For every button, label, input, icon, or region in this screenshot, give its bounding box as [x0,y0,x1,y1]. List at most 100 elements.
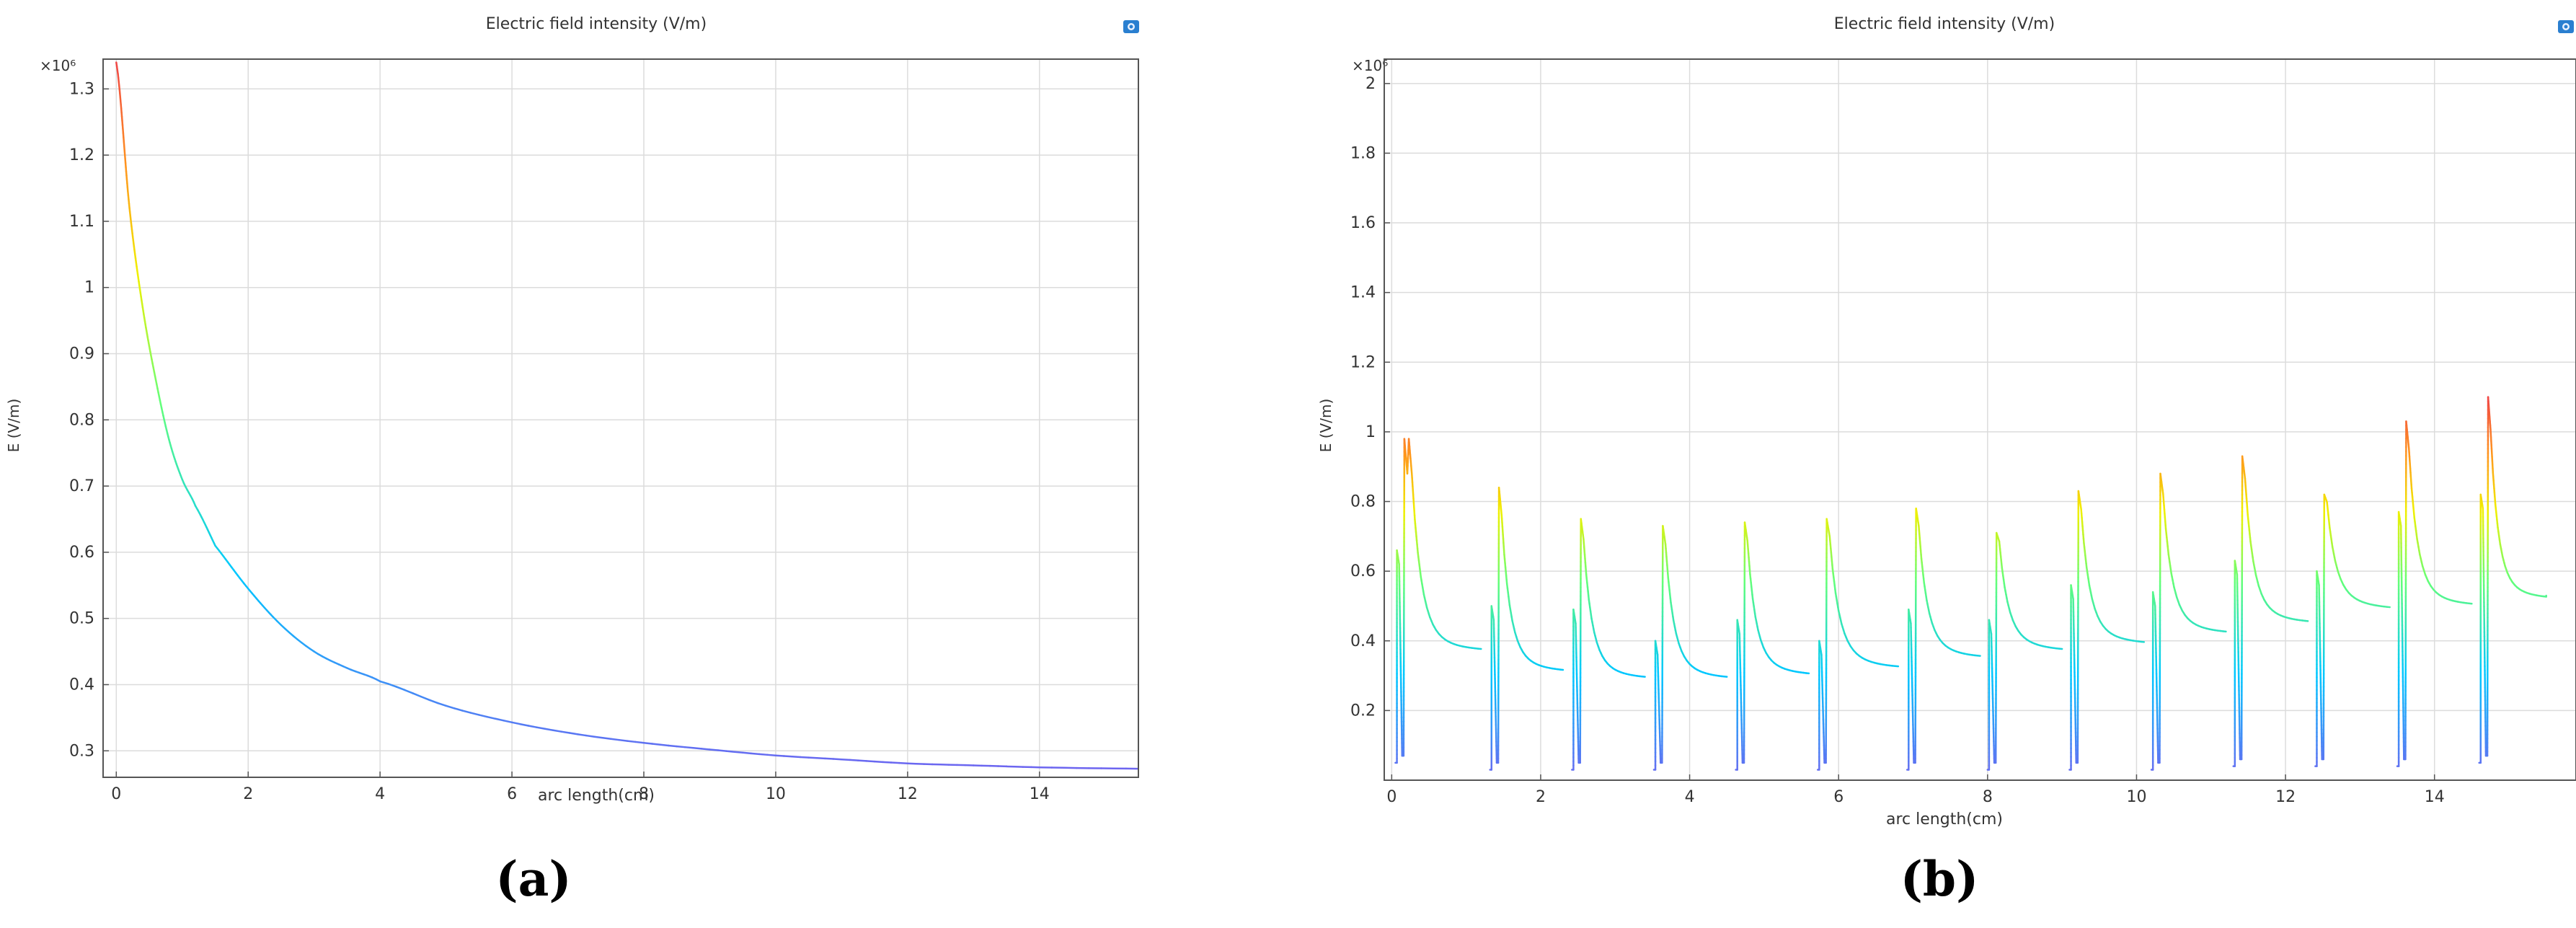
series-line-b-segment [1652,525,1728,771]
line-segment [733,751,744,754]
line-segment [626,740,637,743]
line-segment [486,715,497,720]
x-tick-label: 2 [243,785,253,803]
series-line-b-segment [2150,472,2227,771]
x-tick-label: 8 [1983,788,1993,806]
line-segment [568,732,579,735]
chart-a-xlabel: arc length(cm) [538,787,655,805]
line-segment [841,758,851,761]
line-segment [280,624,286,630]
line-segment [882,761,893,764]
series-line-b-segment [1489,486,1564,771]
x-tick-label: 0 [111,785,121,803]
series-line-b-segment [1571,518,1646,771]
series-line-b-segment [1906,507,1981,771]
y-tick-label: 1.2 [69,146,94,164]
chart-b-xlabel: arc length(cm) [1886,810,2003,828]
line-segment [453,707,464,712]
line-segment [700,748,711,751]
line-segment [379,680,389,685]
series-line-b-segment [2232,455,2309,767]
line-segment [659,743,670,747]
chart-b-title: Electric field intensity (V/m) [1834,15,2055,33]
line-segment [284,627,291,634]
y-tick-label: 0.7 [69,477,94,495]
line-segment [849,759,859,761]
line-segment [428,699,439,704]
x-tick-label: 10 [766,785,786,803]
line-segment [478,714,489,718]
line-segment [585,734,596,738]
x-tick-label: 14 [2425,788,2445,806]
y-tick-label: 0.9 [69,345,94,363]
line-segment [593,735,604,739]
line-segment [610,738,620,741]
x-tick-label: 4 [375,785,385,803]
line-segment [412,692,422,698]
x-tick-label: 4 [1685,788,1695,806]
line-segment [494,717,505,722]
line-segment [461,710,472,714]
y-tick-label: 1.2 [1350,353,1376,371]
line-segment [510,721,521,725]
line-segment [651,743,662,746]
line-segment [799,756,810,759]
line-segment [395,686,406,691]
line-segment [577,733,588,737]
series-line-b-segment [2314,493,2391,767]
x-tick-label: 0 [1386,788,1397,806]
series-line-b-segment [1735,521,1810,771]
series-line-b-segment [1817,518,1900,771]
line-segment [890,761,900,764]
line-segment [527,725,538,728]
y-tick-label: 1.6 [1350,214,1376,232]
y-tick-label: 0.4 [1350,632,1376,650]
series-line-b-segment [1986,531,2063,771]
x-tick-label: 6 [1833,788,1844,806]
line-segment [503,720,513,724]
x-tick-label: 2 [1536,788,1546,806]
chart-b: Electric field intensity (V/m) ×10⁶ E (V… [1317,15,2576,828]
y-tick-label: 0.5 [69,610,94,628]
chart-a-multiplier: ×10⁶ [40,57,76,74]
y-tick-label: 0.8 [69,411,94,429]
line-segment [560,730,571,734]
x-tick-label: 12 [898,785,918,803]
y-tick-label: 0.2 [1350,702,1376,720]
caption-b: (b) [1900,851,1979,907]
line-segment [898,761,909,764]
camera-icon[interactable] [2558,20,2574,33]
line-segment [519,722,530,727]
line-segment [807,756,818,759]
line-segment [288,632,295,637]
line-segment [791,756,802,759]
y-tick-label: 0.6 [69,544,94,562]
line-segment [536,726,546,730]
line-segment [387,683,398,688]
camera-icon[interactable] [1123,20,1139,33]
chart-a-frame [102,58,1139,778]
y-tick-label: 0.3 [69,742,94,760]
y-tick-label: 1.3 [69,80,94,98]
x-tick-label: 14 [1030,785,1050,803]
line-segment [618,738,629,742]
line-segment [445,704,456,710]
x-tick-label: 6 [507,785,517,803]
line-segment [815,757,826,760]
caption-a: (a) [495,851,572,907]
line-segment [758,753,769,756]
series-line-a [115,61,1139,770]
chart-b-frame [1384,58,2576,781]
chart-a-title: Electric field intensity (V/m) [486,15,707,33]
line-segment [420,695,431,702]
series-line-b-segment [2068,490,2146,771]
line-segment [741,751,752,755]
y-tick-label: 0.8 [1350,493,1376,511]
series-line-b-segment [1394,438,1482,764]
line-segment [272,616,278,622]
series-line-b-segment [2478,396,2547,764]
chart-b-multiplier: ×10⁶ [1352,57,1388,74]
line-segment [766,754,777,756]
line-segment [676,745,686,748]
line-segment [873,760,884,764]
